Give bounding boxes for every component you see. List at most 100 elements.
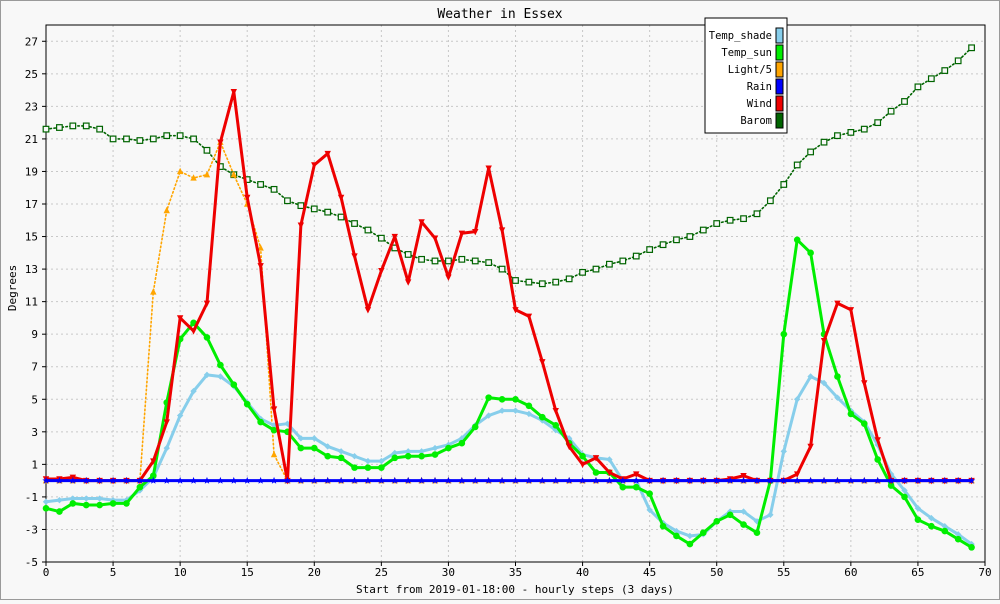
data-point-temp-shade bbox=[69, 495, 77, 502]
data-point-barom bbox=[699, 226, 707, 234]
data-point-barom bbox=[646, 246, 654, 253]
data-point-barom bbox=[445, 257, 452, 265]
y-tick-label: 19 bbox=[25, 165, 38, 178]
data-point-barom bbox=[203, 146, 211, 154]
data-point-temp-shade bbox=[767, 511, 774, 519]
data-point-temp-sun bbox=[713, 518, 721, 525]
data-point-temp-shade bbox=[324, 443, 331, 450]
data-point-temp-shade bbox=[297, 435, 305, 442]
data-point-barom bbox=[901, 98, 908, 105]
data-point-barom bbox=[56, 124, 63, 131]
data-point-barom bbox=[941, 67, 949, 74]
data-point-rain bbox=[592, 476, 600, 484]
data-point-rain bbox=[780, 476, 788, 484]
data-point-rain bbox=[283, 476, 292, 484]
data-point-wind bbox=[244, 194, 251, 202]
data-point-temp-sun bbox=[525, 402, 533, 410]
data-point-wind bbox=[458, 230, 466, 237]
data-point-wind bbox=[606, 469, 613, 477]
y-tick-label: 3 bbox=[31, 426, 38, 439]
data-point-wind bbox=[794, 471, 801, 478]
data-point-wind bbox=[445, 274, 452, 281]
data-point-barom bbox=[69, 122, 77, 130]
data-point-rain bbox=[243, 476, 251, 484]
data-point-wind bbox=[431, 235, 439, 242]
data-point-temp-shade bbox=[485, 412, 492, 419]
data-point-barom bbox=[136, 137, 144, 144]
data-point-temp-sun bbox=[498, 395, 506, 403]
data-point-barom bbox=[605, 260, 613, 268]
data-point-rain bbox=[578, 476, 587, 484]
legend-label-temp-sun: Temp_sun bbox=[721, 47, 772, 59]
data-point-rain bbox=[739, 476, 748, 484]
legend-swatch-temp-sun bbox=[775, 44, 784, 61]
data-point-wind bbox=[378, 268, 385, 275]
data-point-barom bbox=[471, 257, 479, 265]
data-point-temp-sun bbox=[686, 540, 694, 548]
x-tick-label: 25 bbox=[375, 566, 388, 579]
data-point-barom bbox=[592, 265, 600, 273]
data-point-light-5 bbox=[190, 174, 197, 181]
data-point-temp-sun bbox=[807, 249, 814, 257]
x-tick-label: 30 bbox=[442, 566, 455, 579]
data-point-temp-shade bbox=[190, 387, 197, 395]
data-point-temp-sun bbox=[270, 426, 278, 434]
data-point-rain bbox=[699, 476, 707, 484]
data-point-rain bbox=[538, 476, 546, 484]
x-axis-label: Start from 2019-01-18:00 - hourly steps … bbox=[356, 583, 674, 596]
data-point-temp-shade bbox=[378, 457, 385, 465]
data-point-temp-sun bbox=[69, 500, 77, 507]
data-point-temp-sun bbox=[337, 454, 345, 462]
x-tick-label: 70 bbox=[978, 566, 991, 579]
data-point-light-5 bbox=[230, 171, 237, 178]
grid-layer bbox=[45, 25, 986, 563]
y-tick-label: 5 bbox=[31, 393, 38, 406]
data-point-barom bbox=[377, 234, 385, 242]
x-tick-label: 50 bbox=[710, 566, 723, 579]
data-point-light-5 bbox=[257, 244, 264, 251]
data-point-rain bbox=[417, 476, 426, 484]
legend-label-rain: Rain bbox=[747, 81, 772, 93]
y-tick-label: 1 bbox=[31, 458, 38, 471]
data-point-temp-shade bbox=[83, 495, 90, 502]
data-point-barom bbox=[458, 255, 466, 263]
data-point-rain bbox=[297, 476, 305, 484]
data-point-rain bbox=[552, 476, 560, 484]
data-point-light-5 bbox=[163, 206, 170, 214]
data-point-rain bbox=[686, 476, 694, 484]
data-point-rain bbox=[565, 476, 573, 484]
data-point-barom bbox=[834, 132, 841, 140]
data-point-temp-sun bbox=[431, 451, 439, 458]
data-point-barom bbox=[149, 135, 157, 143]
data-point-rain bbox=[833, 476, 842, 484]
x-tick-label: 10 bbox=[174, 566, 187, 579]
data-point-temp-shade bbox=[928, 514, 935, 522]
data-point-wind bbox=[150, 458, 157, 465]
y-tick-label: 13 bbox=[25, 263, 38, 276]
data-point-temp-shade bbox=[740, 508, 747, 515]
data-point-temp-sun bbox=[471, 423, 479, 431]
data-point-temp-shade bbox=[686, 532, 694, 540]
data-point-temp-sun bbox=[445, 444, 452, 452]
data-point-temp-sun bbox=[217, 361, 224, 369]
data-point-wind bbox=[512, 307, 519, 314]
data-point-temp-sun bbox=[56, 508, 63, 515]
y-tick-label: 23 bbox=[25, 100, 38, 113]
legend-label-temp-shade: Temp_shade bbox=[709, 30, 772, 42]
y-tick-label: 9 bbox=[31, 328, 38, 341]
data-point-temp-shade bbox=[217, 373, 224, 380]
x-tick-label: 0 bbox=[43, 566, 50, 579]
data-point-temp-sun bbox=[257, 418, 264, 426]
data-point-temp-sun bbox=[700, 529, 707, 537]
data-point-barom bbox=[713, 220, 721, 227]
series-layer bbox=[42, 44, 976, 551]
data-point-barom bbox=[793, 161, 801, 169]
data-point-barom bbox=[364, 226, 372, 234]
data-point-temp-sun bbox=[243, 400, 251, 408]
data-point-rain bbox=[860, 476, 868, 484]
data-point-temp-sun bbox=[297, 444, 305, 452]
x-tick-label: 45 bbox=[643, 566, 656, 579]
data-point-rain bbox=[391, 476, 399, 484]
legend-swatch-wind bbox=[775, 95, 784, 112]
